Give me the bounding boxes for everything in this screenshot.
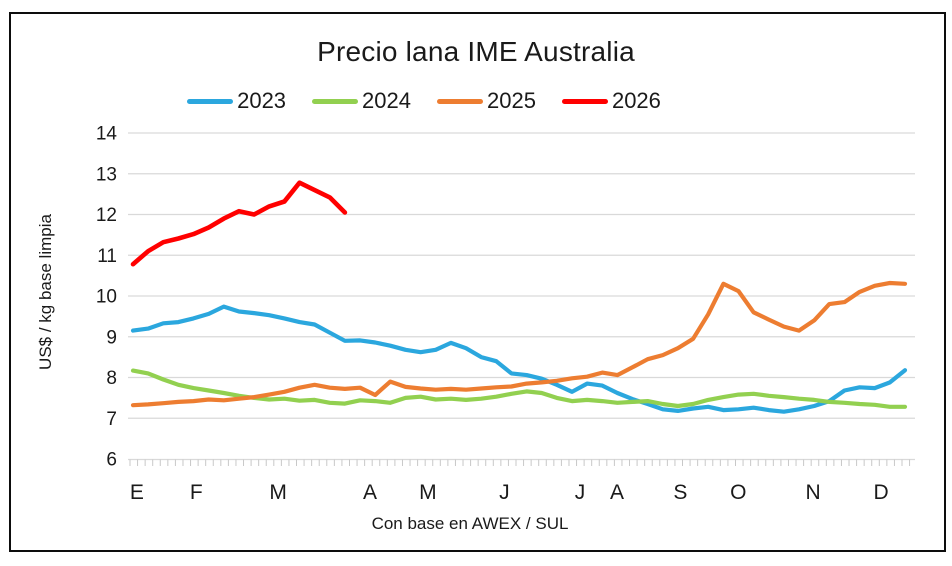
y-tick-label-10: 10 xyxy=(96,287,117,308)
y-tick-labels: 6 7 8 9 10 11 12 13 14 xyxy=(96,124,118,471)
x-tick-label-9-O: O xyxy=(730,481,746,504)
y-tick-label-9: 9 xyxy=(106,327,117,348)
x-tick-label-6-J: J xyxy=(575,481,586,504)
legend-label-2026: 2026 xyxy=(611,88,661,113)
x-tick-label-1-F: F xyxy=(190,481,203,504)
y-tick-label-14: 14 xyxy=(96,124,118,145)
gridlines xyxy=(128,132,915,419)
legend-label-2024: 2024 xyxy=(362,88,411,113)
chart-title: Precio lana IME Australia xyxy=(317,36,635,67)
x-tick-label-4-M: M xyxy=(419,481,437,504)
x-tick-label-8-S: S xyxy=(673,481,687,504)
legend-item-2025: 2025 xyxy=(437,88,536,114)
legend-item-2024: 2024 xyxy=(312,88,411,114)
y-tick-label-12: 12 xyxy=(96,205,117,226)
legend-label-2023: 2023 xyxy=(237,88,287,113)
series-line-2026 xyxy=(130,180,348,267)
legend-swatch-2025 xyxy=(437,98,483,104)
series-line-2025 xyxy=(130,280,908,408)
x-tick-label-0-E: E xyxy=(130,481,144,504)
legend: 2023 2024 2025 2026 xyxy=(0,88,900,114)
x-tick-label-3-A: A xyxy=(363,481,377,504)
x-tick-label-7-A: A xyxy=(610,481,624,504)
x-tick-label-10-N: N xyxy=(806,481,821,504)
y-tick-label-13: 13 xyxy=(96,164,117,185)
x-tick-label-5-J: J xyxy=(499,481,510,504)
y-tick-label-6: 6 xyxy=(106,450,117,471)
series-line-2024 xyxy=(130,368,908,409)
series-line-2023 xyxy=(130,304,908,414)
legend-item-2026: 2026 xyxy=(561,88,661,114)
legend-item-2023: 2023 xyxy=(187,88,286,114)
x-axis-ticks xyxy=(129,459,911,466)
legend-swatch-2023 xyxy=(187,98,234,104)
y-tick-label-8: 8 xyxy=(106,368,117,389)
legend-swatch-2024 xyxy=(312,98,359,104)
y-tick-label-11: 11 xyxy=(97,246,117,267)
x-tick-label-2-M: M xyxy=(269,481,287,504)
y-tick-label-7: 7 xyxy=(106,409,117,430)
chart-footer-note: Con base en AWEX / SUL xyxy=(371,514,569,533)
legend-swatch-2026 xyxy=(561,98,608,104)
x-tick-label-11-D: D xyxy=(873,481,888,504)
legend-label-2025: 2025 xyxy=(487,88,536,113)
